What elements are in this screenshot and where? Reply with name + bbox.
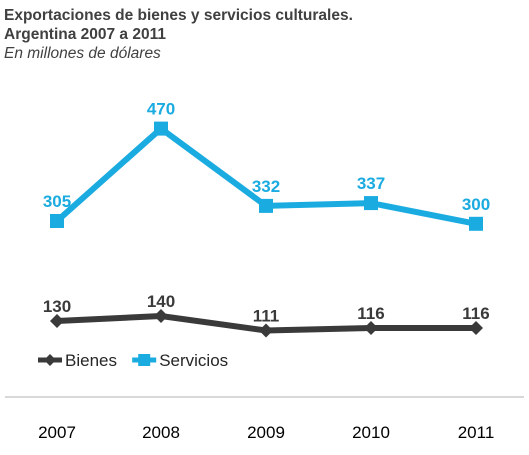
data-label-servicios-2008: 470 [147, 100, 175, 119]
chart-title-line-1: Exportaciones de bienes y servicios cult… [4, 7, 353, 24]
x-tick-label-2011: 2011 [458, 423, 495, 442]
marker-bienes-2010 [364, 321, 378, 335]
legend-marker-servicios [138, 354, 151, 366]
marker-bienes-2008 [154, 309, 168, 323]
data-label-servicios-2007: 305 [43, 192, 71, 211]
legend-label-servicios: Servicios [159, 351, 228, 370]
data-label-bienes-2008: 140 [147, 292, 175, 311]
legend-marker-bienes [44, 354, 56, 366]
data-label-servicios-2009: 332 [252, 177, 280, 196]
marker-bienes-2007 [50, 314, 64, 328]
marker-servicios-2011 [469, 216, 483, 231]
marker-servicios-2010 [364, 196, 378, 211]
title-block: Exportaciones de bienes y servicios cult… [4, 6, 353, 63]
marker-servicios-2009 [259, 198, 273, 213]
data-label-bienes-2011: 116 [462, 304, 489, 323]
data-label-bienes-2007: 130 [43, 297, 71, 316]
data-label-bienes-2009: 111 [253, 307, 280, 326]
data-label-servicios-2011: 300 [462, 195, 490, 214]
chart-subtitle: En millones de dólares [4, 45, 161, 62]
chart-title-line-2: Argentina 2007 a 2011 [4, 26, 166, 43]
x-tick-label-2007: 2007 [38, 423, 76, 442]
data-label-bienes-2010: 116 [357, 304, 384, 323]
data-label-servicios-2010: 337 [357, 174, 385, 193]
marker-bienes-2009 [259, 323, 273, 338]
x-tick-label-2009: 2009 [247, 423, 285, 442]
x-tick-label-2010: 2010 [352, 423, 390, 442]
x-tick-label-2008: 2008 [142, 423, 180, 442]
marker-bienes-2011 [469, 321, 483, 335]
marker-servicios-2008 [154, 121, 168, 136]
legend-label-bienes: Bienes [65, 351, 117, 370]
marker-servicios-2007 [50, 214, 64, 228]
